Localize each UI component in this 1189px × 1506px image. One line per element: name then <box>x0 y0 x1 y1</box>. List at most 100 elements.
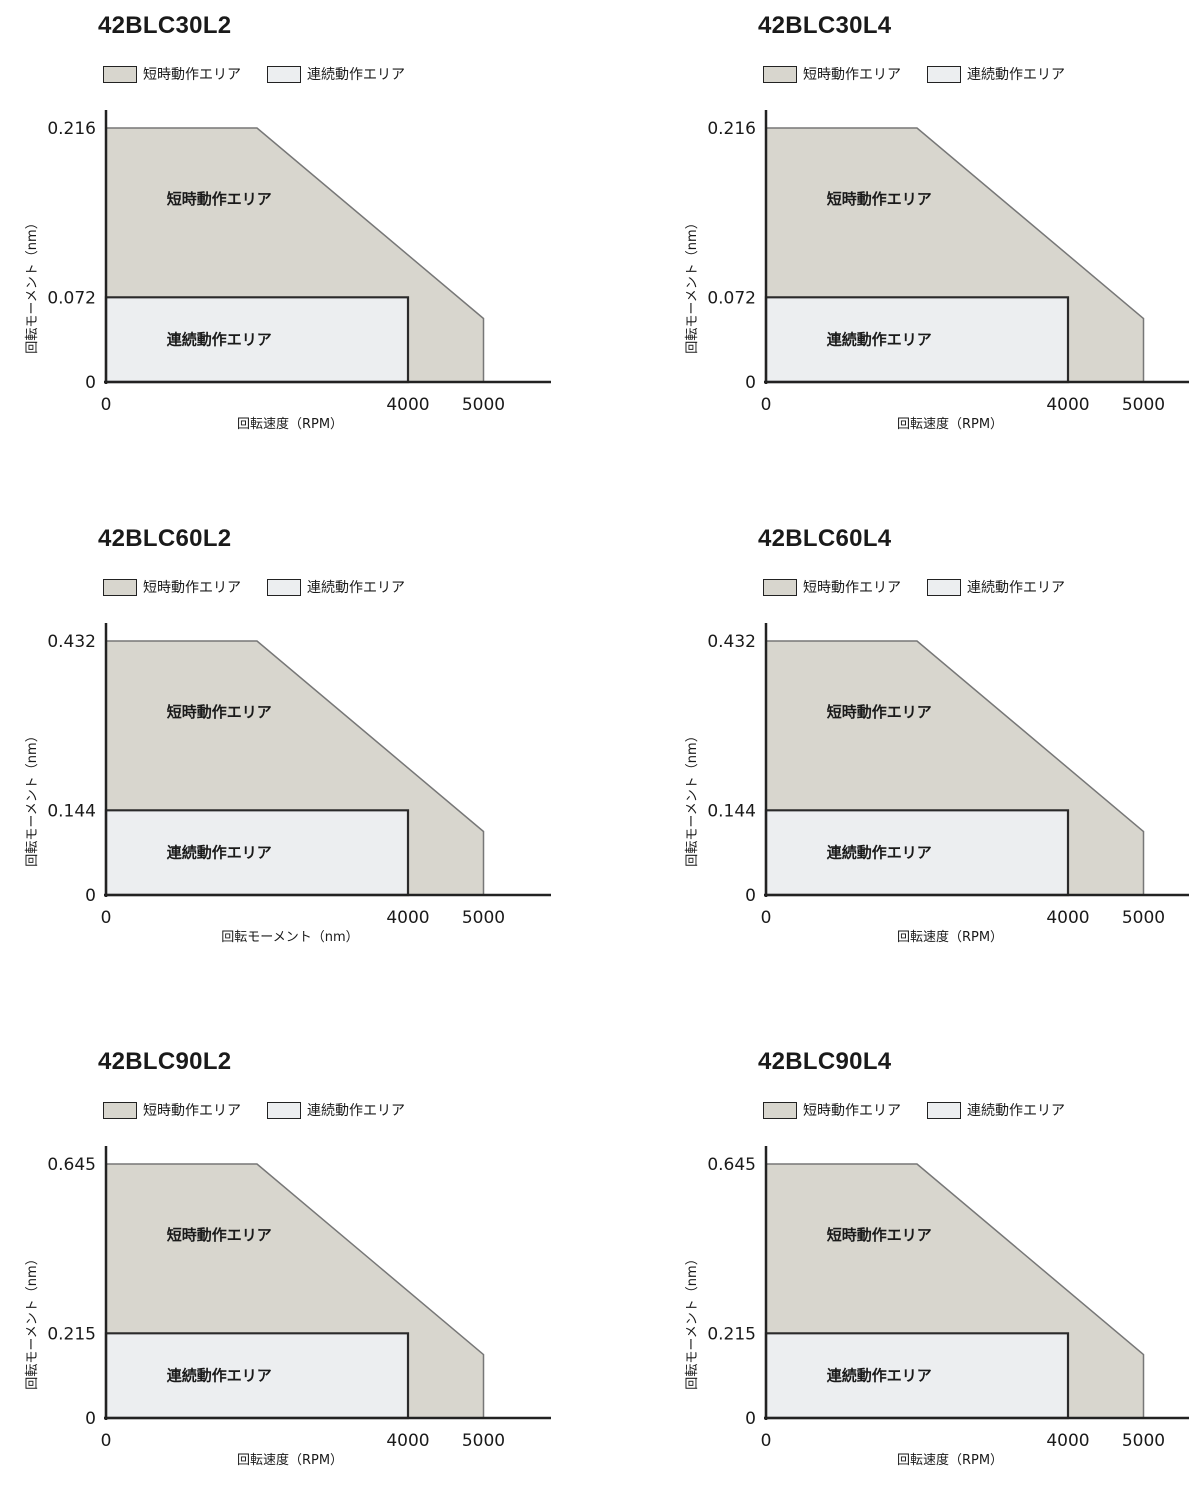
y-tick-label: 0.432 <box>707 632 756 652</box>
x-tick-label: 5000 <box>462 1431 505 1451</box>
x-tick-label: 4000 <box>1046 908 1089 928</box>
x-tick-label: 0 <box>761 908 772 928</box>
x-tick-label: 4000 <box>386 395 429 415</box>
continuous-area-label: 連続動作エリア <box>827 844 932 862</box>
chart-panel-42BLC60L4: 0 0.144 0.432 0 4000 5000 短時動作エリア 連続動作エリア 回転速度（R… <box>660 513 1189 983</box>
x-tick-label: 5000 <box>1122 395 1165 415</box>
y-tick-label: 0.216 <box>707 119 756 139</box>
y-tick-label: 0.144 <box>707 801 756 821</box>
legend-swatch-continuous <box>267 65 301 83</box>
short-area-label: 短時動作エリア <box>167 1226 272 1244</box>
y-axis-label: 回転モーメント（nm） <box>685 1252 700 1389</box>
x-tick-label: 4000 <box>386 908 429 928</box>
legend-swatch-short <box>103 65 137 83</box>
x-axis-label: 回転速度（RPM） <box>237 1452 343 1468</box>
chart-panel-42BLC90L4: 0 0.215 0.645 0 4000 5000 短時動作エリア 連続動作エリア 回転速度（R… <box>660 1036 1189 1506</box>
continuous-area-label: 連続動作エリア <box>827 331 932 349</box>
chart-legend: 短時動作エリア 連続動作エリア <box>103 577 405 597</box>
legend-label-short: 短時動作エリア <box>143 580 241 596</box>
x-tick-label: 5000 <box>1122 908 1165 928</box>
chart-legend: 短時動作エリア 連続動作エリア <box>763 577 1065 597</box>
chart-legend: 短時動作エリア 連続動作エリア <box>763 64 1065 84</box>
short-area-label: 短時動作エリア <box>827 703 932 721</box>
short-area-label: 短時動作エリア <box>827 190 932 208</box>
chart-plot: 0 0.144 0.432 0 4000 5000 短時動作エリア連続動作エリア回転速度（R… <box>685 623 1189 945</box>
y-axis-label: 回転モーメント（nm） <box>25 729 40 866</box>
legend-label-short: 短時動作エリア <box>143 1103 241 1119</box>
y-tick-label: 0 <box>745 373 756 393</box>
legend-swatch-short <box>763 578 797 596</box>
continuous-area-label: 連続動作エリア <box>827 1367 932 1385</box>
y-tick-label: 0.144 <box>47 801 96 821</box>
y-tick-label: 0.645 <box>47 1155 96 1175</box>
x-axis-label: 回転速度（RPM） <box>897 929 1003 945</box>
y-tick-label: 0.215 <box>707 1324 756 1344</box>
chart-plot: 0 0.215 0.645 0 4000 5000 短時動作エリア連続動作エリア回転速度（R… <box>685 1146 1189 1468</box>
x-axis-label: 回転モーメント（nm） <box>221 930 358 945</box>
short-area-label: 短時動作エリア <box>167 703 272 721</box>
legend-label-continuous: 連続動作エリア <box>307 580 405 596</box>
chart-title: 42BLC90L2 <box>98 1048 232 1075</box>
legend-swatch-continuous <box>927 65 961 83</box>
chart-legend: 短時動作エリア 連続動作エリア <box>103 1100 405 1120</box>
legend-swatch-short <box>763 1101 797 1119</box>
chart-legend: 短時動作エリア 連続動作エリア <box>763 1100 1065 1120</box>
chart-panel-42BLC30L4: 0 0.072 0.216 0 4000 5000 短時動作エリア 連続動作エリア 回転速度（R… <box>660 0 1189 470</box>
chart-legend: 短時動作エリア 連続動作エリア <box>103 64 405 84</box>
x-tick-label: 5000 <box>462 395 505 415</box>
legend-label-continuous: 連続動作エリア <box>307 1103 405 1119</box>
legend-label-short: 短時動作エリア <box>803 1103 901 1119</box>
y-axis-label: 回転モーメント（nm） <box>25 216 40 353</box>
y-tick-label: 0 <box>85 373 96 393</box>
continuous-area-label: 連続動作エリア <box>167 1367 272 1385</box>
y-tick-label: 0.072 <box>707 288 756 308</box>
legend-swatch-continuous <box>267 1101 301 1119</box>
legend-label-short: 短時動作エリア <box>803 67 901 83</box>
legend-label-continuous: 連続動作エリア <box>967 580 1065 596</box>
x-tick-label: 0 <box>101 908 112 928</box>
y-tick-label: 0 <box>85 1409 96 1429</box>
legend-label-continuous: 連続動作エリア <box>307 67 405 83</box>
x-tick-label: 4000 <box>386 1431 429 1451</box>
chart-plot: 0 0.215 0.645 0 4000 5000 短時動作エリア連続動作エリア回転速度（R… <box>25 1146 551 1468</box>
y-tick-label: 0.216 <box>47 119 96 139</box>
x-axis-label: 回転速度（RPM） <box>897 416 1003 432</box>
y-axis-label: 回転モーメント（nm） <box>25 1252 40 1389</box>
short-area-label: 短時動作エリア <box>167 190 272 208</box>
chart-panel-42BLC30L2: 0 0.072 0.216 0 4000 5000 短時動作エリア 連続動作エリア 回転速度（R… <box>0 0 590 470</box>
legend-label-continuous: 連続動作エリア <box>967 1103 1065 1119</box>
legend-swatch-short <box>103 1101 137 1119</box>
x-tick-label: 0 <box>761 395 772 415</box>
chart-panel-42BLC60L2: 0 0.144 0.432 0 4000 5000 短時動作エリア 連続動作エリア 回転モーメン… <box>0 513 590 983</box>
chart-plot: 0 0.072 0.216 0 4000 5000 短時動作エリア連続動作エリア回転速度（R… <box>25 110 551 432</box>
y-axis-label: 回転モーメント（nm） <box>685 216 700 353</box>
y-tick-label: 0.645 <box>707 1155 756 1175</box>
short-area-label: 短時動作エリア <box>827 1226 932 1244</box>
chart-title: 42BLC30L4 <box>758 12 892 39</box>
chart-title: 42BLC60L2 <box>98 525 232 552</box>
legend-swatch-short <box>763 65 797 83</box>
chart-title: 42BLC60L4 <box>758 525 892 552</box>
continuous-area-label: 連続動作エリア <box>167 331 272 349</box>
y-tick-label: 0.215 <box>47 1324 96 1344</box>
x-tick-label: 0 <box>101 395 112 415</box>
legend-swatch-continuous <box>927 578 961 596</box>
x-tick-label: 4000 <box>1046 395 1089 415</box>
x-axis-label: 回転速度（RPM） <box>897 1452 1003 1468</box>
x-tick-label: 4000 <box>1046 1431 1089 1451</box>
x-axis-label: 回転速度（RPM） <box>237 416 343 432</box>
chart-panel-42BLC90L2: 0 0.215 0.645 0 4000 5000 短時動作エリア 連続動作エリア 回転速度（R… <box>0 1036 590 1506</box>
legend-label-continuous: 連続動作エリア <box>967 67 1065 83</box>
continuous-area-label: 連続動作エリア <box>167 844 272 862</box>
y-axis-label: 回転モーメント（nm） <box>685 729 700 866</box>
chart-title: 42BLC30L2 <box>98 12 232 39</box>
chart-plot: 0 0.072 0.216 0 4000 5000 短時動作エリア連続動作エリア回転速度（R… <box>685 110 1189 432</box>
legend-swatch-continuous <box>927 1101 961 1119</box>
x-tick-label: 5000 <box>462 908 505 928</box>
legend-label-short: 短時動作エリア <box>143 67 241 83</box>
y-tick-label: 0 <box>745 1409 756 1429</box>
x-tick-label: 0 <box>101 1431 112 1451</box>
x-tick-label: 0 <box>761 1431 772 1451</box>
legend-swatch-short <box>103 578 137 596</box>
legend-label-short: 短時動作エリア <box>803 580 901 596</box>
